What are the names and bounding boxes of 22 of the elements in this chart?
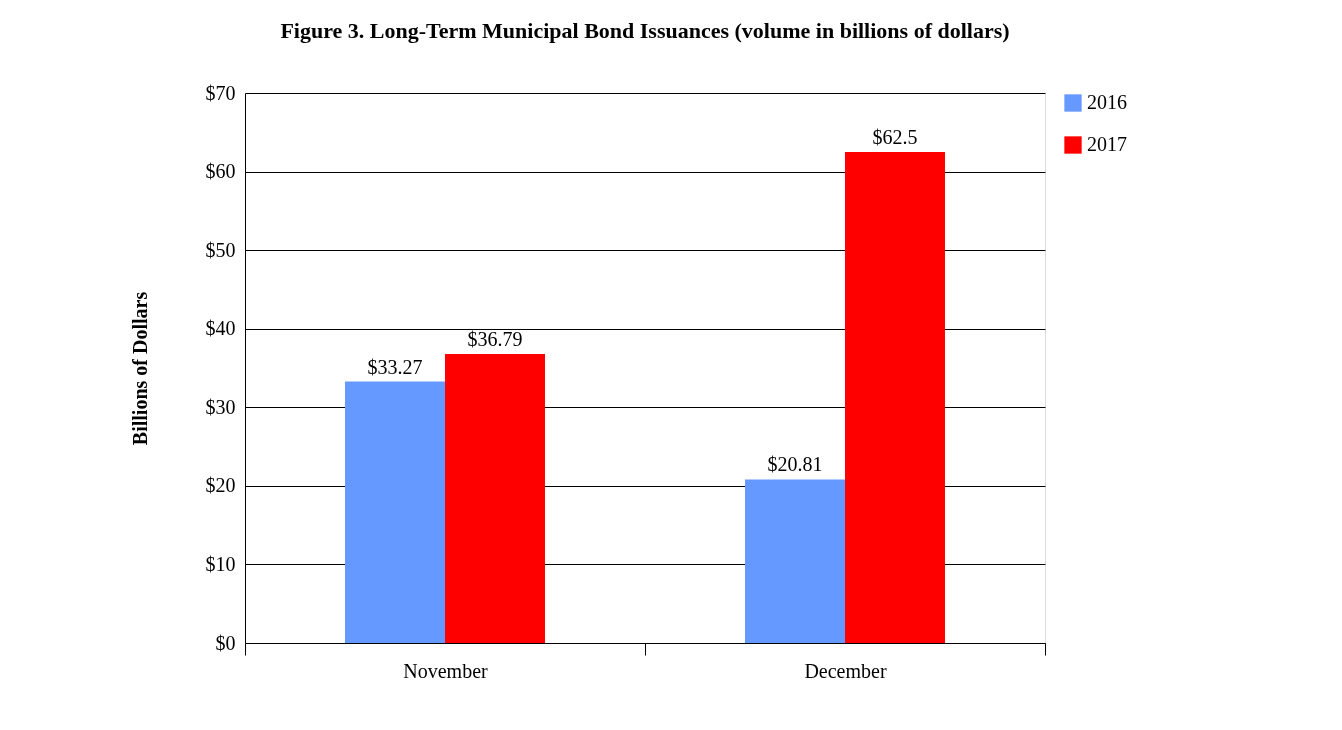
x-tick-label: December	[804, 659, 887, 682]
legend-label: 2016	[1087, 91, 1127, 113]
bar	[845, 151, 945, 643]
data-label: $36.79	[467, 327, 523, 350]
data-label: $33.27	[367, 355, 423, 378]
data-label: $62.5	[872, 125, 918, 148]
bar	[345, 381, 445, 643]
bar	[445, 353, 545, 643]
legend-label: 2017	[1087, 133, 1127, 155]
x-tick-label: November	[403, 659, 489, 682]
y-tick-label: $0	[215, 631, 236, 654]
bar	[745, 479, 845, 643]
y-tick-label: $30	[205, 395, 236, 418]
chart-title: Figure 3. Long-Term Municipal Bond Issuances (volume in billions of dollars)	[280, 18, 1010, 43]
y-tick-label: $10	[205, 552, 236, 575]
y-tick-label: $50	[205, 238, 236, 261]
data-label: $20.81	[767, 453, 823, 476]
y-tick-label: $60	[205, 160, 236, 183]
y-tick-label: $40	[205, 317, 236, 340]
y-tick-label: $20	[205, 474, 236, 497]
y-axis-title: Billions of Dollars	[128, 291, 151, 446]
y-tick-label: $70	[205, 81, 236, 104]
